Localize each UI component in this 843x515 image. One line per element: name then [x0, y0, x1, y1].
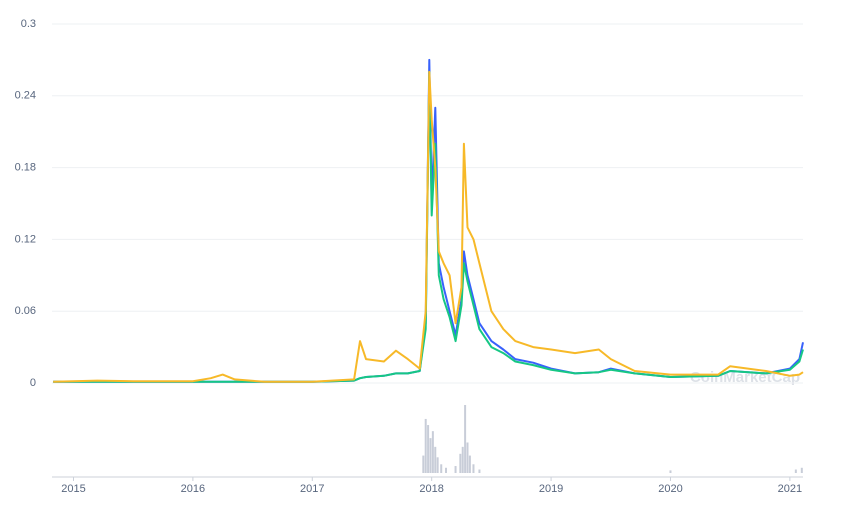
x-tick-label: 2018 [419, 483, 443, 495]
volume-bar [669, 470, 672, 473]
volume-bar [478, 469, 481, 473]
volume-bar [466, 442, 469, 473]
volume-bar [459, 453, 462, 473]
y-tick-label: 0.18 [15, 162, 36, 174]
volume-bar [445, 467, 448, 473]
volume-bar [429, 438, 432, 473]
volume-bar [794, 469, 797, 473]
series-line [53, 70, 804, 383]
x-tick-label: 2017 [300, 483, 324, 495]
volume-bar [431, 431, 434, 473]
volume-bar [434, 446, 437, 473]
volume-bar [424, 418, 427, 473]
volume-bar [454, 466, 457, 473]
x-tick-label: 2020 [658, 483, 682, 495]
y-tick-label: 0.12 [15, 233, 36, 245]
volume-bar [427, 425, 430, 473]
y-tick-label: 0.24 [15, 90, 36, 102]
volume-bar [800, 467, 803, 473]
x-tick-label: 2019 [539, 483, 563, 495]
volume-bar [464, 405, 467, 473]
volume-bar [468, 455, 471, 473]
y-tick-label: 0.3 [21, 18, 36, 30]
x-tick-label: 2021 [778, 483, 802, 495]
volume-bar [472, 464, 475, 473]
volume-bar [436, 457, 439, 473]
y-tick-label: 0.06 [15, 305, 36, 317]
y-tick-label: 0 [30, 377, 36, 389]
volume-bar [422, 455, 425, 473]
volume-bar [440, 464, 443, 473]
x-tick-label: 2015 [61, 483, 85, 495]
x-tick-label: 2016 [181, 483, 205, 495]
volume-bar [461, 446, 464, 473]
